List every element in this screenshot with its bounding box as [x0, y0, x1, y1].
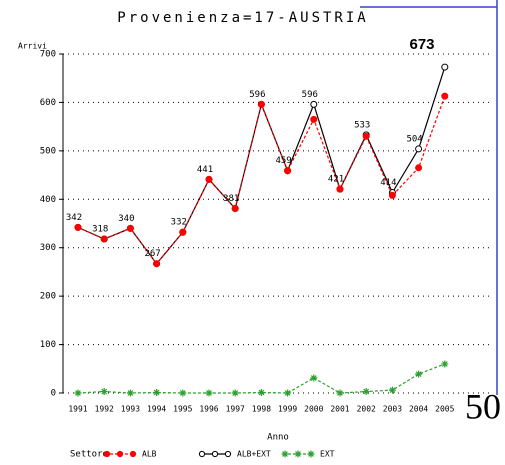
point: [388, 386, 396, 394]
legend-label: ALB+EXT: [237, 450, 271, 459]
y-tick-label: 600: [40, 98, 56, 108]
legend-marker: [294, 450, 302, 458]
x-tick-label: 2003: [383, 405, 402, 414]
point: [310, 374, 318, 382]
x-tick-label: 2005: [435, 405, 454, 414]
data-label: 596: [302, 90, 318, 100]
x-tick-label: 2000: [304, 405, 323, 414]
point: [231, 389, 239, 397]
series-line: [77, 363, 446, 394]
x-tick-label: 1999: [278, 405, 297, 414]
x-tick-label: 1998: [252, 405, 271, 414]
legend-title: Settore: [70, 450, 108, 460]
y-tick-label: 0: [51, 389, 56, 399]
x-tick-label: 1992: [95, 405, 114, 414]
x-axis-label: Anno: [267, 433, 289, 443]
point: [153, 389, 161, 397]
x-tick-label: 1994: [147, 405, 166, 414]
data-label: 421: [328, 175, 344, 185]
x-tick-label: 2002: [357, 405, 376, 414]
legend-label: ALB: [142, 450, 157, 459]
point: [126, 389, 134, 397]
legend-label: EXT: [320, 450, 335, 459]
y-axis-label: Arrivi: [18, 42, 47, 51]
point: [179, 389, 187, 397]
legend-marker: [211, 450, 219, 458]
point: [362, 388, 370, 396]
point: [74, 389, 82, 397]
point: [179, 228, 187, 236]
point: [336, 185, 344, 193]
data-label: 504: [406, 134, 422, 144]
legend-marker: [224, 450, 232, 458]
legend-marker: [307, 450, 315, 458]
point: [336, 389, 344, 397]
y-tick-label: 100: [40, 340, 56, 350]
point: [231, 204, 239, 212]
point: [257, 100, 265, 108]
data-label: 340: [118, 214, 134, 224]
point: [284, 389, 292, 397]
point: [126, 224, 134, 232]
point: [415, 145, 423, 153]
x-tick-label: 1996: [199, 405, 218, 414]
data-label: 459: [275, 156, 291, 166]
x-tick-label: 2001: [330, 405, 349, 414]
point: [310, 115, 318, 123]
x-tick-label: 1993: [121, 405, 140, 414]
x-tick-label: 1997: [226, 405, 245, 414]
point: [441, 63, 449, 71]
data-label: 441: [197, 165, 213, 175]
data-label: 267: [144, 249, 160, 259]
point: [362, 132, 370, 140]
point: [100, 235, 108, 243]
legend-marker: [116, 450, 124, 458]
point: [388, 191, 396, 199]
point: [205, 389, 213, 397]
data-label: 342: [66, 213, 82, 223]
point: [74, 223, 82, 231]
legend-marker: [103, 450, 111, 458]
point: [284, 167, 292, 175]
y-tick-label: 300: [40, 243, 56, 253]
data-label: 414: [380, 178, 396, 188]
point: [205, 175, 213, 183]
point: [441, 92, 449, 100]
x-tick-label: 1991: [68, 405, 87, 414]
point: [257, 389, 265, 397]
y-tick-label: 700: [40, 50, 56, 60]
y-tick-label: 200: [40, 292, 56, 302]
point: [415, 370, 423, 378]
point: [310, 100, 318, 108]
data-label: 332: [171, 218, 187, 228]
data-label: 533: [354, 120, 370, 130]
x-tick-label: 1995: [173, 405, 192, 414]
legend-marker: [198, 450, 206, 458]
data-label: 673: [409, 36, 434, 53]
legend-marker: [129, 450, 137, 458]
page-number: 50: [465, 386, 501, 426]
point: [415, 164, 423, 172]
point: [100, 388, 108, 396]
chart-title: Provenienza=17-AUSTRIA: [117, 10, 368, 26]
point: [441, 360, 449, 368]
y-tick-label: 500: [40, 146, 56, 156]
point: [153, 260, 161, 268]
legend-marker: [281, 450, 289, 458]
y-tick-label: 400: [40, 195, 56, 205]
x-tick-label: 2004: [409, 405, 428, 414]
data-label: 596: [249, 90, 265, 100]
data-label: 381: [223, 194, 239, 204]
data-label: 318: [92, 224, 108, 234]
